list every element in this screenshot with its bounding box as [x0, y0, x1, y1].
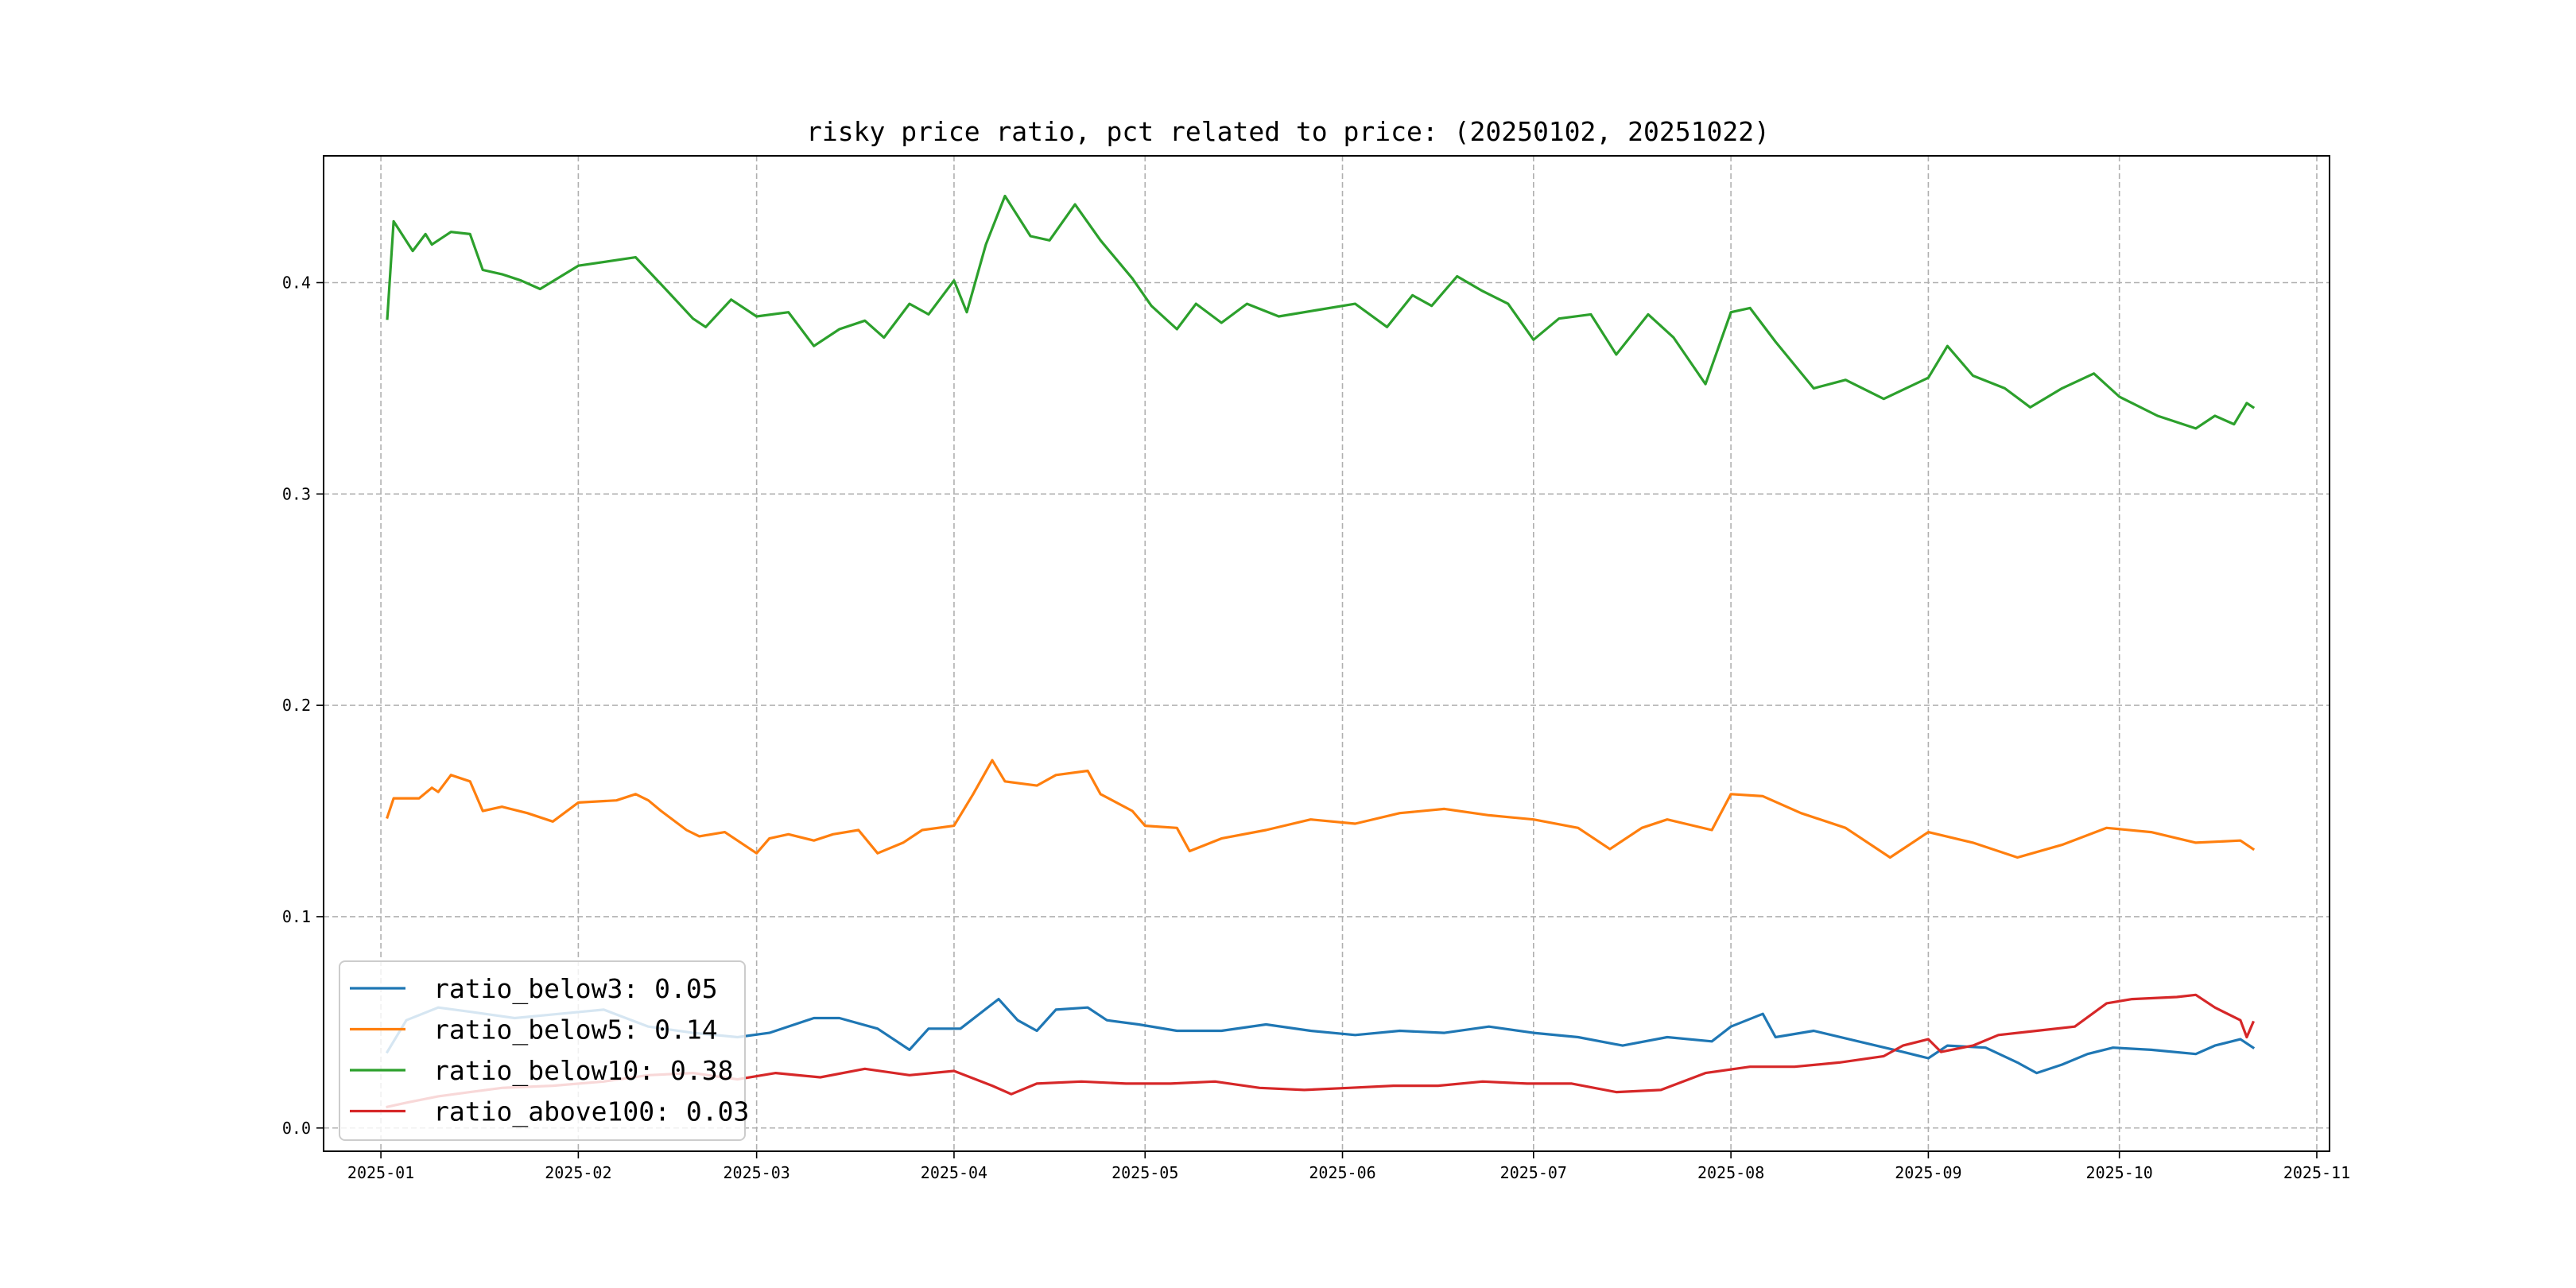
series-line-2: [386, 194, 2256, 430]
x-tick-label: 2025-03: [723, 1163, 789, 1182]
legend: ratio_below3: 0.05 ratio_below5: 0.14 rati…: [339, 960, 749, 1141]
x-tick-label: 2025-09: [1895, 1163, 1961, 1182]
y-tick-label: 0.3: [282, 484, 311, 503]
x-tick-label: 2025-05: [1111, 1163, 1178, 1182]
y-tick-label: 0.1: [282, 907, 311, 926]
y-tick-label: 0.2: [282, 696, 311, 715]
legend-label: ratio_below5: 0.14: [433, 1014, 718, 1046]
x-tick-label: 2025-11: [2283, 1163, 2350, 1182]
chart-title: risky price ratio, pct related to price:…: [806, 116, 1770, 147]
x-tick-label: 2025-01: [347, 1163, 414, 1182]
legend-box: [339, 960, 746, 1141]
legend-label: ratio_above100: 0.03: [433, 1096, 749, 1128]
x-tick-label: 2025-08: [1697, 1163, 1764, 1182]
series-line-1: [386, 758, 2256, 859]
x-tick-label: 2025-06: [1309, 1163, 1375, 1182]
y-tick-label: 0.4: [282, 273, 311, 292]
x-tick-label: 2025-10: [2086, 1163, 2153, 1182]
y-tick-label: 0.0: [282, 1119, 311, 1138]
plot-frame: [323, 155, 2330, 1152]
x-tick-label: 2025-02: [545, 1163, 611, 1182]
legend-label: ratio_below3: 0.05: [433, 973, 718, 1005]
axes: 2025-01 2025-02 2025-03 2025-04 2025-05 2025-…: [282, 155, 2350, 1182]
x-tick-label: 2025-07: [1500, 1163, 1567, 1182]
x-tick-label: 2025-04: [921, 1163, 987, 1182]
legend-label: ratio_below10: 0.38: [433, 1055, 734, 1087]
